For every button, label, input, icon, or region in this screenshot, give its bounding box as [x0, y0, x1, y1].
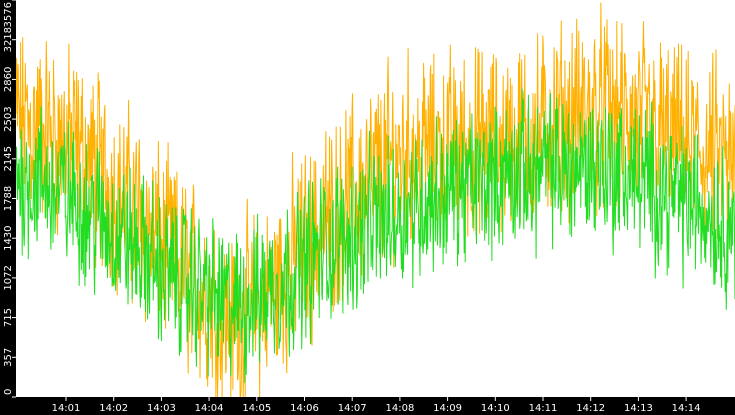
x-tick-label: 14:09: [433, 403, 462, 414]
series-line-1: [15, 2, 735, 398]
x-tick-label: 14:14: [672, 403, 701, 414]
y-tick-label: 715: [3, 308, 14, 327]
y-tick-label: 2145: [3, 146, 14, 171]
y-tick-label: 1430: [3, 225, 14, 250]
y-tick-label: 0: [3, 389, 14, 395]
y-tick-label: 3576: [3, 2, 14, 27]
x-tick-label: 14:05: [242, 403, 271, 414]
series-layer: [15, 2, 735, 398]
x-tick-label: 14:02: [99, 403, 128, 414]
y-tick-label: 3218: [3, 27, 14, 52]
x-tick-label: 14:01: [52, 403, 81, 414]
series-line-2: [15, 88, 735, 383]
y-tick-label: 2860: [3, 67, 14, 92]
y-tick-label: 1072: [3, 265, 14, 290]
x-tick-label: 14:10: [481, 403, 510, 414]
x-axis-band: [0, 397, 735, 415]
x-tick-label: 14:13: [624, 403, 653, 414]
y-axis-band: [0, 0, 16, 397]
y-tick-label: 1788: [3, 186, 14, 211]
x-tick-label: 14:07: [338, 403, 367, 414]
x-tick-label: 14:06: [290, 403, 319, 414]
y-tick-label: 357: [3, 348, 14, 367]
x-tick-label: 14:04: [195, 403, 224, 414]
x-tick-label: 14:12: [576, 403, 605, 414]
x-tick-label: 14:11: [529, 403, 558, 414]
y-tick-label: 2503: [3, 106, 14, 131]
x-tick-label: 14:03: [147, 403, 176, 414]
x-tick-label: 14:08: [385, 403, 414, 414]
